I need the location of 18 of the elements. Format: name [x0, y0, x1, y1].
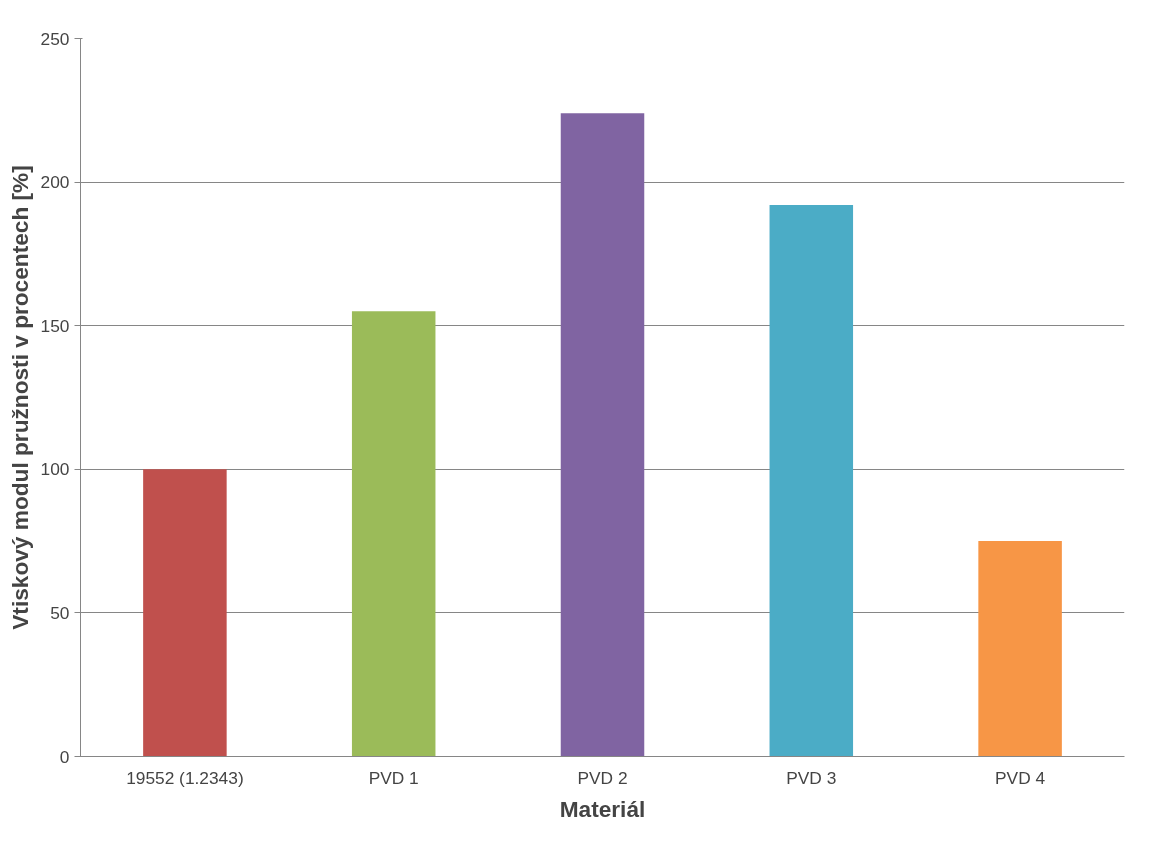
bar [143, 469, 227, 757]
x-tick-label: PVD 4 [995, 767, 1046, 788]
x-tick-label: PVD 3 [786, 767, 837, 788]
y-tick-label: 100 [40, 459, 70, 480]
bar [769, 205, 854, 757]
bar [978, 541, 1062, 757]
x-tick-label: 19552 (1.2343) [126, 767, 244, 788]
y-tick-label: 50 [50, 602, 70, 623]
x-tick-label: PVD 1 [368, 767, 419, 788]
bar [351, 311, 436, 757]
y-tick-label: 250 [40, 28, 70, 49]
bar [560, 113, 645, 757]
y-tick-label: 0 [59, 746, 70, 767]
y-axis-title: Vtiskový modul pružnosti v procentech [%] [6, 165, 33, 630]
x-axis-title: Materiál [559, 795, 646, 822]
y-tick-label: 150 [40, 315, 70, 336]
y-tick-label: 200 [40, 172, 70, 193]
x-tick-label: PVD 2 [577, 767, 628, 788]
